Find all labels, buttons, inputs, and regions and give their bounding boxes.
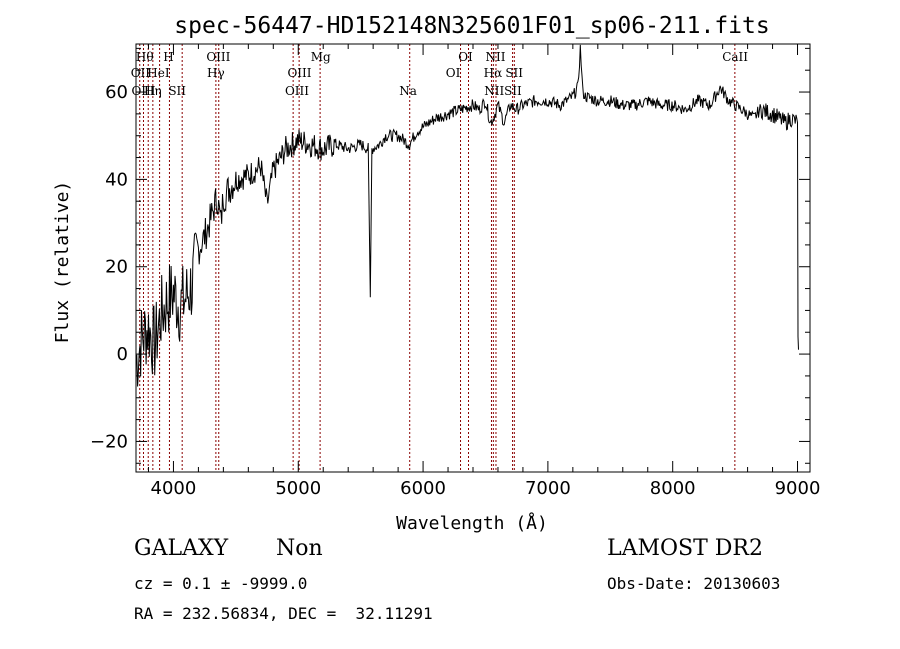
line-label: OI [446,66,461,80]
object-subclass: Non [276,536,323,561]
line-label: HeI [147,66,170,80]
line-label: OIII [287,66,311,80]
plot-area: 4000 5000 6000 7000 8000 9000 −20 0 20 40 60 Hθ H OII… [90,43,821,499]
line-label: OI [458,50,473,64]
x-tick-label: 9000 [775,478,821,499]
line-label: SII [168,84,186,98]
y-tick-label: 0 [117,344,128,365]
chart-title: spec-56447-HD152148N325601F01_sp06-211.f… [174,13,769,39]
y-tick-label: 20 [105,257,128,278]
y-tick-label: −20 [90,431,128,452]
redshift-readout: cz = 0.1 ± -9999.0 [134,574,308,593]
object-class: GALAXY [134,536,229,561]
x-tick-label: 4000 [151,478,197,499]
line-label: SII [504,84,522,98]
line-label: Hγ [207,66,225,80]
line-label: SII [505,66,523,80]
line-label: OIII [131,84,155,98]
observation-date: Obs-Date: 20130603 [607,574,781,593]
survey-name: LAMOST DR2 [607,536,763,561]
line-label: Mg [311,50,331,64]
x-tick-label: 6000 [400,478,446,499]
y-axis-label: Flux (relative) [52,181,73,344]
line-label: H [163,50,173,64]
line-label: OII [131,66,151,80]
line-label: Na [399,84,417,98]
x-tick-label: 8000 [650,478,696,499]
line-label: OIII [285,84,309,98]
line-label: NII [485,50,505,64]
line-label: CaII [722,50,748,64]
line-label: OIII [206,50,230,64]
y-tick-label: 40 [105,169,128,190]
line-label: NII [484,84,504,98]
x-tick-label: 7000 [525,478,571,499]
x-axis-label: Wavelength (Å) [396,512,548,534]
line-label: Hη [144,84,162,98]
coordinates-readout: RA = 232.56834, DEC = 32.11291 [134,604,433,623]
y-tick-label: 60 [105,82,128,103]
line-label: Hθ [136,50,154,64]
line-label: Hα [484,66,503,80]
x-tick-label: 5000 [275,478,321,499]
spectrum-series-0 [135,44,799,387]
